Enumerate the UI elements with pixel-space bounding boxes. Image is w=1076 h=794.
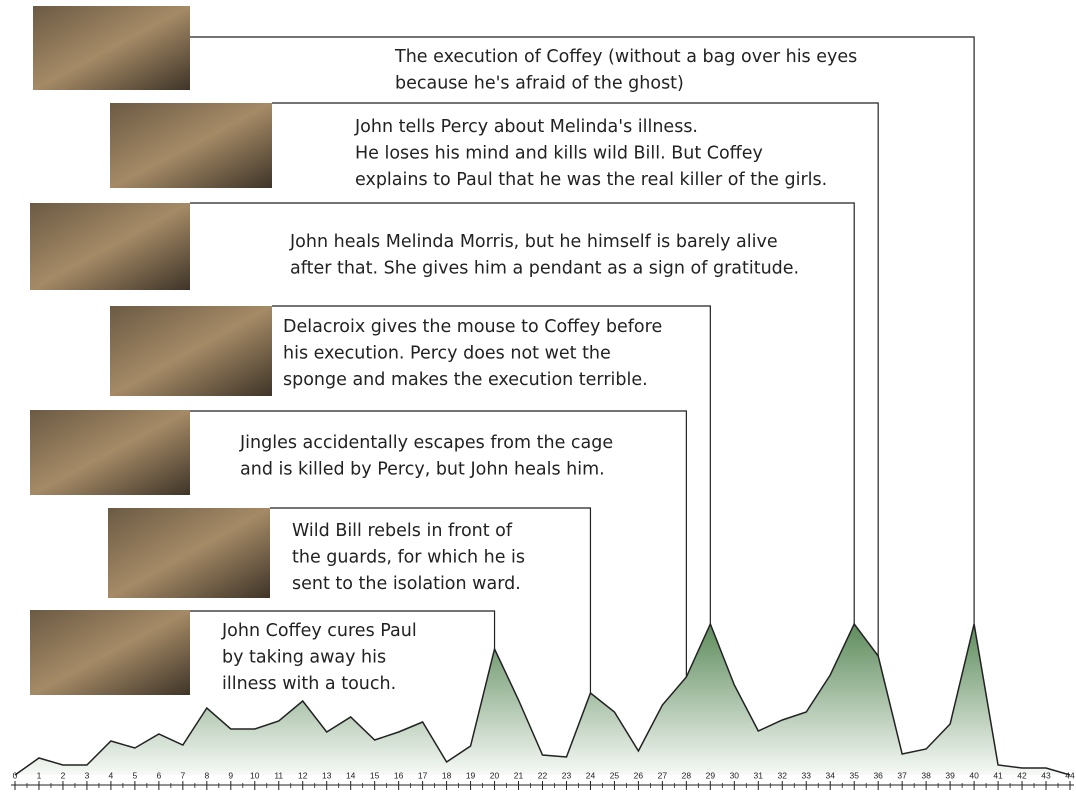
x-tick-label: 17 [418, 770, 428, 780]
x-tick-label: 0 [13, 770, 18, 780]
annotation-text: Jingles accidentally escapes from the ca… [239, 433, 613, 453]
x-tick-label: 2 [61, 770, 66, 780]
x-tick-label: 25 [610, 770, 620, 780]
x-tick-label: 15 [370, 770, 380, 780]
x-tick-label: 10 [250, 770, 260, 780]
x-tick-label: 4 [109, 770, 114, 780]
x-tick-label: 6 [156, 770, 161, 780]
annotation-text: illness with a touch. [222, 674, 396, 694]
annotation-text: John heals Melinda Morris, but he himsel… [289, 232, 778, 252]
x-tick-label: 9 [228, 770, 233, 780]
x-tick-label: 29 [706, 770, 716, 780]
scene-image [30, 203, 190, 290]
annotation-text: He loses his mind and kills wild Bill. B… [355, 144, 763, 164]
annotation-text: and is killed by Percy, but John heals h… [240, 460, 605, 480]
x-tick-label: 37 [897, 770, 907, 780]
x-tick-label: 31 [754, 770, 764, 780]
x-tick-label: 40 [969, 770, 979, 780]
x-tick-label: 30 [730, 770, 740, 780]
scene-image [108, 508, 270, 598]
x-tick-label: 5 [133, 770, 138, 780]
annotation-text: Wild Bill rebels in front of [292, 521, 513, 541]
x-tick-label: 41 [993, 770, 1003, 780]
annotation-text: sent to the isolation ward. [292, 574, 521, 594]
x-tick-label: 22 [538, 770, 548, 780]
x-tick-label: 38 [921, 770, 931, 780]
x-tick-label: 16 [394, 770, 404, 780]
x-tick-label: 8 [204, 770, 209, 780]
x-tick-label: 24 [586, 770, 596, 780]
x-tick-label: 19 [466, 770, 476, 780]
scene-image [33, 6, 190, 90]
x-tick-label: 35 [849, 770, 859, 780]
x-tick-label: 27 [658, 770, 668, 780]
x-tick-label: 34 [825, 770, 835, 780]
x-tick-label: 36 [873, 770, 883, 780]
x-tick-label: 32 [778, 770, 788, 780]
annotation-text: explains to Paul that he was the real ki… [355, 170, 827, 190]
annotation-text: his execution. Percy does not wet the [283, 344, 611, 364]
x-tick-label: 26 [634, 770, 644, 780]
x-tick-label: 13 [322, 770, 332, 780]
x-tick-label: 39 [945, 770, 955, 780]
x-tick-label: 1 [37, 770, 42, 780]
annotation-text: the guards, for which he is [292, 548, 525, 568]
x-tick-label: 11 [274, 770, 283, 780]
scene-image [110, 103, 272, 188]
x-tick-label: 23 [562, 770, 572, 780]
x-tick-label: 44 [1065, 770, 1075, 780]
x-tick-label: 33 [802, 770, 812, 780]
chart: John Coffey cures Paul by taking away his… [0, 0, 1076, 794]
x-tick-label: 20 [490, 770, 500, 780]
x-tick-label: 28 [682, 770, 692, 780]
scene-image [30, 610, 190, 695]
annotation-text: by taking away his [222, 648, 386, 668]
annotation-text: The execution of Coffey (without a bag o… [394, 47, 857, 67]
x-tick-label: 21 [514, 770, 524, 780]
x-tick-label: 12 [298, 770, 308, 780]
annotation-text: John tells Percy about Melinda's illness… [354, 117, 698, 137]
x-tick-label: 3 [85, 770, 90, 780]
x-tick-label: 42 [1017, 770, 1027, 780]
annotation-text: because he's afraid of the ghost) [395, 74, 684, 94]
annotation-text: after that. She gives him a pendant as a… [290, 259, 799, 279]
annotation-text: John Coffey cures Paul [221, 621, 417, 641]
x-tick-label: 18 [442, 770, 452, 780]
x-tick-label: 14 [346, 770, 356, 780]
annotation-text: sponge and makes the execution terrible. [283, 370, 648, 390]
x-tick-label: 7 [180, 770, 185, 780]
scene-image [30, 410, 190, 495]
scene-image [110, 306, 272, 396]
x-tick-label: 43 [1041, 770, 1051, 780]
annotation-text: Delacroix gives the mouse to Coffey befo… [283, 317, 662, 337]
